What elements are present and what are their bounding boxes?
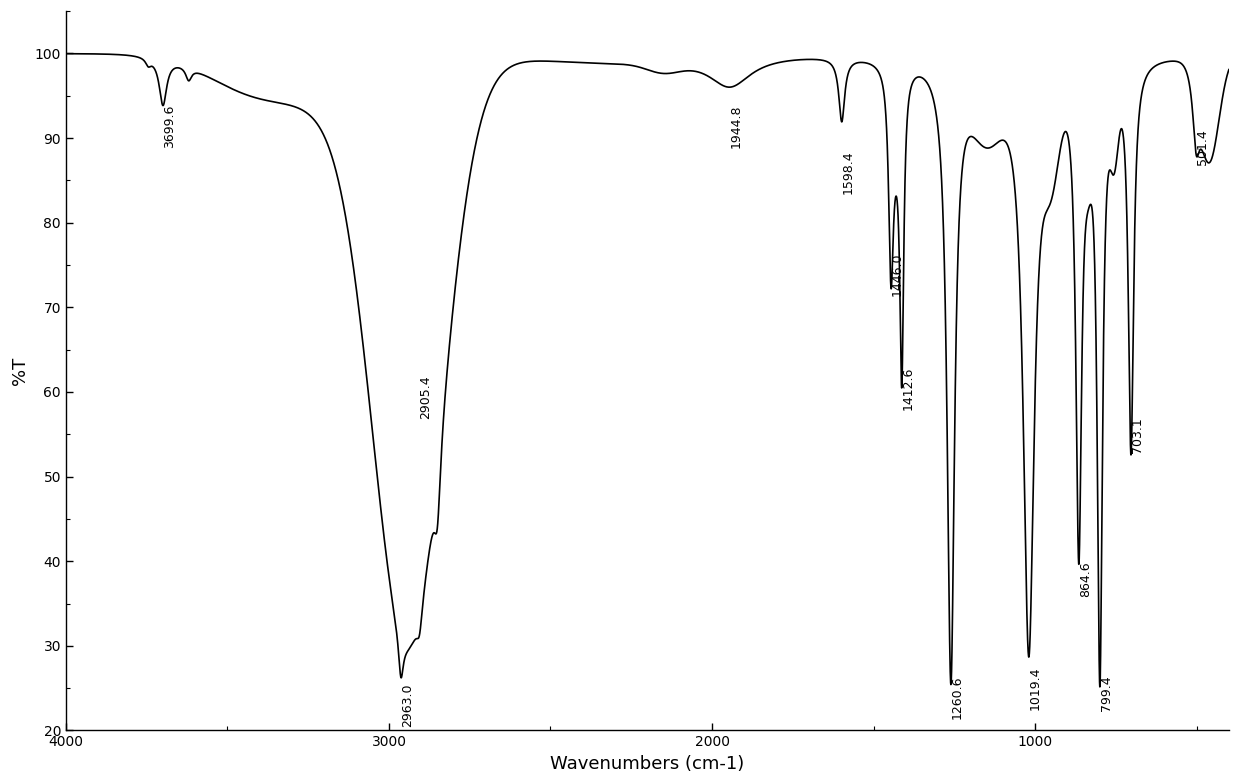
Text: 1446.0: 1446.0	[892, 252, 904, 296]
Text: 864.6: 864.6	[1079, 561, 1091, 597]
Text: 2905.4: 2905.4	[419, 375, 433, 419]
Text: 1412.6: 1412.6	[901, 367, 915, 410]
Text: 1260.6: 1260.6	[951, 676, 963, 719]
X-axis label: Wavenumbers (cm-1): Wavenumbers (cm-1)	[551, 755, 744, 773]
Text: 1944.8: 1944.8	[730, 104, 743, 147]
Text: 501.4: 501.4	[1197, 129, 1209, 165]
Text: 703.1: 703.1	[1131, 417, 1145, 453]
Text: 1019.4: 1019.4	[1029, 667, 1042, 710]
Text: 799.4: 799.4	[1100, 676, 1112, 711]
Text: 2963.0: 2963.0	[401, 684, 414, 728]
Text: 1598.4: 1598.4	[842, 151, 854, 194]
Text: 3699.6: 3699.6	[162, 104, 176, 147]
Y-axis label: %T: %T	[11, 357, 29, 385]
